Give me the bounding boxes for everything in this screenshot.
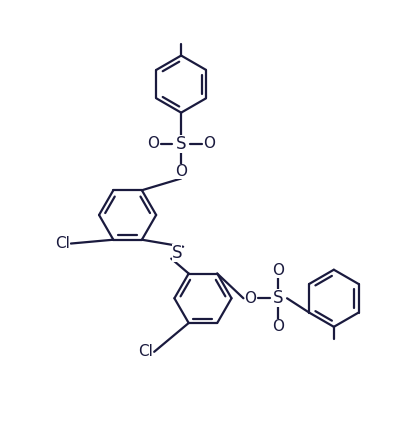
Text: O: O: [272, 319, 284, 334]
Text: O: O: [147, 136, 159, 151]
Text: O: O: [175, 164, 187, 179]
Text: O: O: [244, 291, 257, 306]
Text: S: S: [273, 289, 283, 307]
Text: O: O: [203, 136, 215, 151]
Text: O: O: [272, 263, 284, 278]
Text: Cl: Cl: [55, 236, 70, 251]
Text: Cl: Cl: [138, 344, 153, 359]
Text: S: S: [172, 244, 182, 262]
Text: S: S: [176, 135, 186, 153]
